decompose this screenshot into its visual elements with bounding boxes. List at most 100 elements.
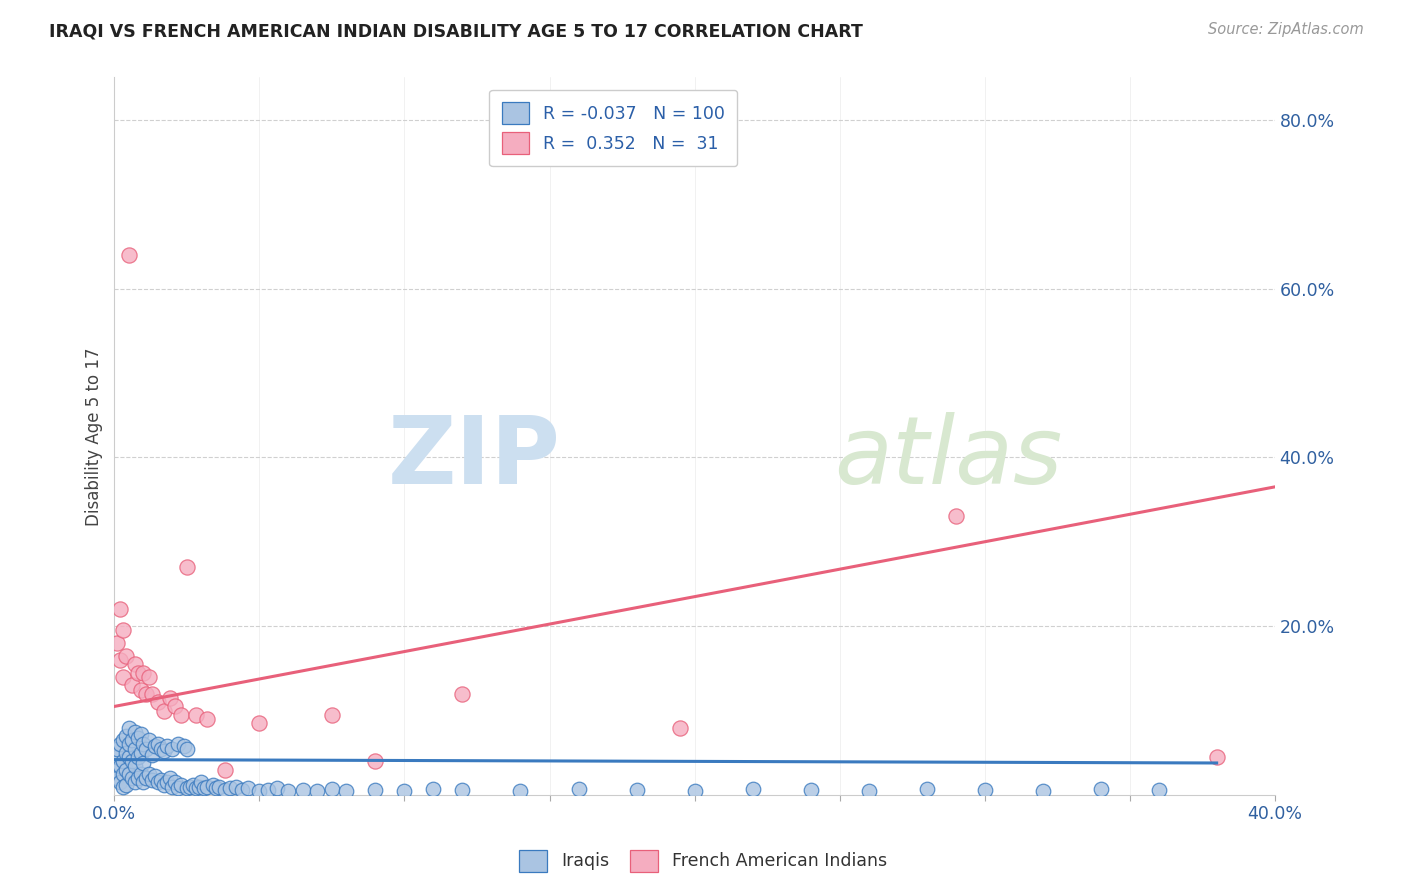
Point [115,746,138,760]
Text: IRAQI VS FRENCH AMERICAN INDIAN DISABILITY AGE 5 TO 17 CORRELATION CHART: IRAQI VS FRENCH AMERICAN INDIAN DISABILI… [49,22,863,40]
Point [143,739,166,753]
Point [118,738,141,752]
Point [112,767,135,781]
Point [115,729,138,743]
Point [364,754,387,768]
Point [146,775,169,789]
Point [124,758,146,772]
Point [193,781,215,796]
Point [146,738,169,752]
Point [195,712,218,726]
Legend: R = -0.037   N = 100, R =  0.352   N =  31: R = -0.037 N = 100, R = 0.352 N = 31 [489,90,737,167]
Point [129,682,152,697]
Point [1032,784,1054,798]
Point [108,758,131,772]
Point [321,782,343,797]
Point [165,775,187,789]
Point [799,783,821,797]
Point [184,707,207,722]
Point [112,754,135,768]
Point [167,781,190,796]
Point [205,781,228,796]
Point [451,783,474,797]
Point [105,636,128,650]
Point [118,767,141,781]
Point [143,770,166,784]
Point [115,778,138,792]
Point [159,771,181,785]
Point [141,747,163,762]
Point [135,741,157,756]
Point [236,781,259,796]
Point [176,560,198,574]
Point [858,784,880,798]
Point [118,721,141,735]
Point [321,707,343,722]
Point [208,780,231,794]
Point [152,744,174,758]
Point [277,784,299,798]
Point [108,602,131,616]
Point [567,782,589,797]
Point [141,687,163,701]
Point [190,775,212,789]
Point [129,767,152,781]
Point [135,687,157,701]
Point [121,733,143,747]
Point [124,657,146,672]
Point [179,780,201,794]
Point [149,772,172,787]
Point [132,738,155,752]
Point [162,741,184,756]
Point [202,778,225,792]
Point [132,775,155,789]
Point [669,721,692,735]
Point [121,754,143,768]
Point [124,741,146,756]
Point [146,695,169,709]
Y-axis label: Disability Age 5 to 17: Disability Age 5 to 17 [86,347,103,525]
Point [394,784,416,798]
Point [103,763,125,777]
Point [1205,750,1227,764]
Point [451,687,474,701]
Point [945,509,967,524]
Point [214,763,236,777]
Point [170,778,193,792]
Point [138,670,160,684]
Point [124,724,146,739]
Point [165,699,187,714]
Point [141,772,163,787]
Point [121,771,143,785]
Point [156,739,179,753]
Point [683,784,706,798]
Point [181,778,204,792]
Point [231,783,253,797]
Point [112,780,135,794]
Point [509,784,531,798]
Point [167,738,190,752]
Point [291,783,314,797]
Point [184,781,207,796]
Point [118,750,141,764]
Point [307,784,329,798]
Legend: Iraqis, French American Indians: Iraqis, French American Indians [512,843,894,879]
Point [149,741,172,756]
Point [112,670,135,684]
Point [127,731,149,745]
Point [138,767,160,781]
Point [225,780,247,794]
Point [129,746,152,760]
Point [249,716,271,731]
Point [105,741,128,756]
Point [152,704,174,718]
Point [159,690,181,705]
Point [156,774,179,789]
Point [626,783,648,797]
Point [132,665,155,680]
Point [152,778,174,792]
Point [124,775,146,789]
Point [118,248,141,262]
Point [105,771,128,785]
Point [108,653,131,667]
